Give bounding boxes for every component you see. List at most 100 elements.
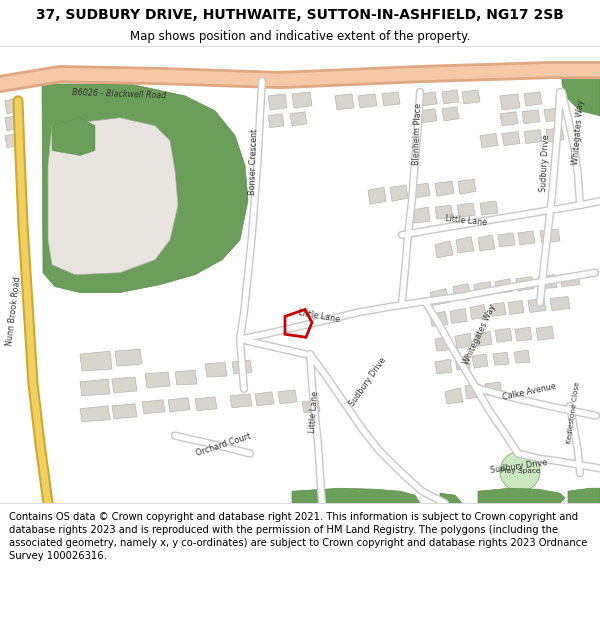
Polygon shape bbox=[540, 229, 560, 243]
Polygon shape bbox=[302, 400, 320, 412]
Polygon shape bbox=[550, 296, 570, 311]
Polygon shape bbox=[515, 328, 532, 341]
Text: Map shows position and indicative extent of the property.: Map shows position and indicative extent… bbox=[130, 29, 470, 42]
Polygon shape bbox=[430, 311, 448, 326]
Polygon shape bbox=[445, 388, 463, 404]
Polygon shape bbox=[562, 70, 600, 116]
Text: Kedlestone Close: Kedlestone Close bbox=[566, 381, 580, 444]
Polygon shape bbox=[278, 390, 297, 404]
Text: B6026 - Blackwell Road: B6026 - Blackwell Road bbox=[72, 88, 167, 100]
Polygon shape bbox=[568, 488, 600, 503]
Text: Whitegates Way: Whitegates Way bbox=[571, 99, 586, 166]
Polygon shape bbox=[390, 185, 408, 201]
Text: Little Lane: Little Lane bbox=[308, 391, 320, 434]
Text: Sudbury Drive: Sudbury Drive bbox=[490, 458, 548, 476]
Polygon shape bbox=[478, 488, 565, 503]
Polygon shape bbox=[450, 309, 467, 323]
Polygon shape bbox=[478, 235, 495, 251]
Polygon shape bbox=[412, 183, 430, 198]
Polygon shape bbox=[490, 302, 506, 316]
Polygon shape bbox=[457, 203, 475, 217]
Polygon shape bbox=[430, 289, 449, 306]
Polygon shape bbox=[536, 326, 554, 340]
Polygon shape bbox=[292, 92, 312, 108]
Polygon shape bbox=[538, 274, 557, 289]
Polygon shape bbox=[495, 279, 512, 294]
Text: Whitegates Way: Whitegates Way bbox=[462, 303, 498, 366]
Polygon shape bbox=[115, 349, 142, 366]
Polygon shape bbox=[142, 400, 165, 414]
Polygon shape bbox=[465, 384, 482, 399]
Polygon shape bbox=[358, 94, 377, 108]
Polygon shape bbox=[442, 90, 459, 104]
Polygon shape bbox=[470, 304, 487, 319]
Polygon shape bbox=[175, 370, 197, 385]
Polygon shape bbox=[500, 112, 518, 126]
Polygon shape bbox=[528, 299, 546, 312]
Polygon shape bbox=[544, 108, 562, 122]
Polygon shape bbox=[485, 382, 502, 396]
Polygon shape bbox=[230, 394, 252, 408]
Polygon shape bbox=[518, 231, 535, 245]
Polygon shape bbox=[382, 92, 400, 106]
Polygon shape bbox=[195, 397, 217, 411]
Polygon shape bbox=[112, 404, 137, 419]
Polygon shape bbox=[48, 118, 178, 274]
Polygon shape bbox=[290, 112, 307, 126]
Polygon shape bbox=[292, 488, 420, 503]
Polygon shape bbox=[420, 92, 437, 106]
Polygon shape bbox=[412, 207, 430, 223]
Text: Little Lane: Little Lane bbox=[445, 214, 488, 227]
Polygon shape bbox=[435, 181, 454, 196]
Polygon shape bbox=[455, 356, 470, 370]
Polygon shape bbox=[268, 94, 287, 110]
Polygon shape bbox=[516, 277, 534, 291]
Polygon shape bbox=[495, 328, 512, 342]
Polygon shape bbox=[522, 110, 540, 124]
Polygon shape bbox=[502, 132, 520, 146]
Polygon shape bbox=[232, 360, 252, 374]
Text: Sudbury Drive: Sudbury Drive bbox=[348, 356, 388, 408]
Text: Little Lane: Little Lane bbox=[298, 308, 341, 324]
Polygon shape bbox=[5, 98, 20, 114]
Polygon shape bbox=[420, 109, 437, 122]
Text: Contains OS data © Crown copyright and database right 2021. This information is : Contains OS data © Crown copyright and d… bbox=[9, 512, 587, 561]
Polygon shape bbox=[145, 372, 170, 388]
Polygon shape bbox=[458, 179, 476, 194]
Text: Blenheim Place: Blenheim Place bbox=[412, 103, 424, 166]
Text: Play Space: Play Space bbox=[500, 468, 540, 474]
Polygon shape bbox=[498, 233, 515, 247]
Polygon shape bbox=[168, 398, 190, 412]
Polygon shape bbox=[472, 354, 488, 368]
Polygon shape bbox=[455, 333, 472, 348]
Polygon shape bbox=[80, 379, 110, 396]
Polygon shape bbox=[442, 107, 459, 121]
Polygon shape bbox=[52, 118, 95, 156]
Polygon shape bbox=[480, 134, 498, 148]
Text: Sudbury Drive: Sudbury Drive bbox=[539, 134, 551, 192]
Polygon shape bbox=[435, 205, 453, 219]
Polygon shape bbox=[440, 493, 462, 503]
Polygon shape bbox=[524, 92, 542, 106]
Polygon shape bbox=[546, 127, 564, 142]
Polygon shape bbox=[474, 282, 492, 296]
Polygon shape bbox=[205, 362, 227, 377]
Polygon shape bbox=[480, 201, 498, 215]
Polygon shape bbox=[493, 352, 509, 365]
Polygon shape bbox=[500, 94, 520, 110]
Polygon shape bbox=[560, 272, 580, 287]
Polygon shape bbox=[435, 359, 452, 374]
Polygon shape bbox=[5, 116, 20, 131]
Polygon shape bbox=[5, 134, 20, 148]
Text: Nunn Brook Road: Nunn Brook Road bbox=[5, 276, 22, 346]
Polygon shape bbox=[435, 241, 453, 258]
Text: Bonser Crescent: Bonser Crescent bbox=[248, 129, 260, 195]
Polygon shape bbox=[514, 350, 530, 363]
Polygon shape bbox=[335, 94, 354, 110]
Polygon shape bbox=[80, 351, 112, 371]
Text: 37, SUDBURY DRIVE, HUTHWAITE, SUTTON-IN-ASHFIELD, NG17 2SB: 37, SUDBURY DRIVE, HUTHWAITE, SUTTON-IN-… bbox=[36, 8, 564, 22]
Polygon shape bbox=[42, 84, 248, 292]
Polygon shape bbox=[524, 129, 542, 144]
Polygon shape bbox=[435, 336, 453, 351]
Text: Calke Avenue: Calke Avenue bbox=[502, 382, 557, 402]
